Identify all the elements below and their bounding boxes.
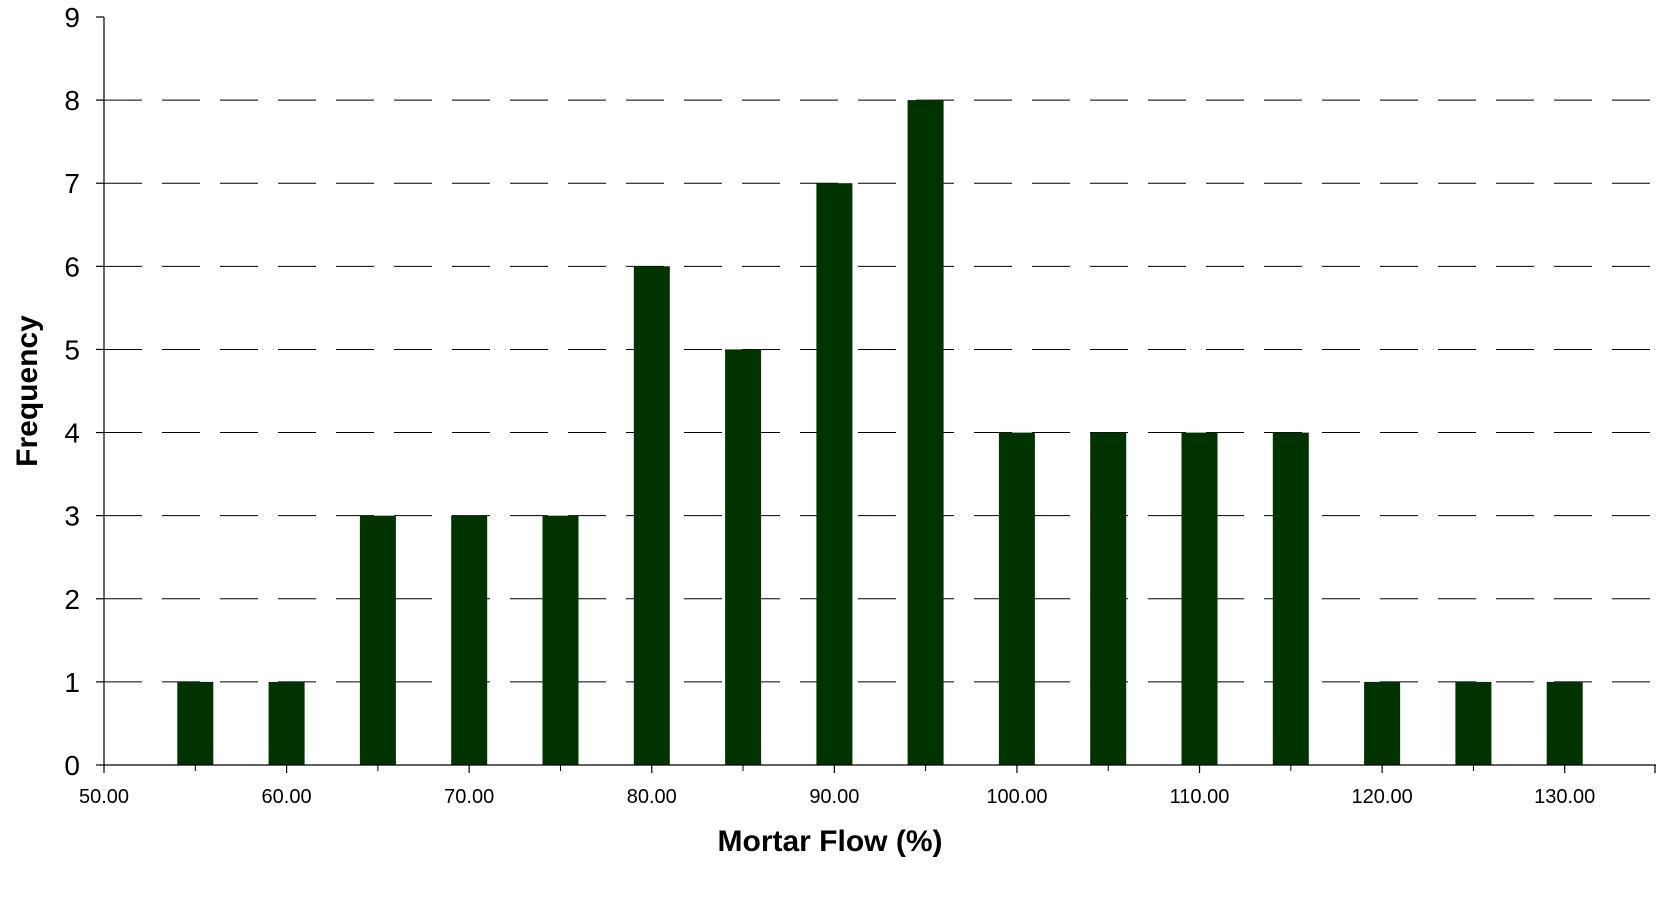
bar (998, 432, 1035, 765)
bar (1455, 681, 1492, 765)
x-tick-label: 50.00 (79, 786, 129, 808)
y-tick-label: 1 (64, 667, 80, 698)
y-tick-label: 4 (64, 418, 80, 449)
bar (1272, 432, 1309, 765)
bar (1181, 432, 1218, 765)
y-tick-label: 6 (64, 251, 80, 282)
x-tick-label: 110.00 (1170, 786, 1230, 808)
x-tick-label: 100.00 (986, 786, 1047, 808)
bar (177, 681, 214, 765)
x-tick-label: 70.00 (444, 786, 494, 808)
y-tick-label: 2 (64, 584, 80, 615)
x-tick-label: 80.00 (627, 786, 677, 808)
y-tick-label: 3 (64, 501, 80, 532)
x-tick-label: 60.00 (262, 786, 312, 808)
y-axis-title: Frequency (11, 315, 44, 467)
bar (359, 515, 396, 765)
bar (633, 266, 670, 765)
x-tick-label: 120.00 (1352, 786, 1413, 808)
gridlines (104, 99, 1656, 683)
bar (451, 515, 488, 765)
bar (1546, 681, 1583, 765)
axes (96, 16, 1656, 773)
y-tick-label: 5 (64, 334, 80, 365)
bar (542, 515, 579, 765)
bar (1364, 681, 1401, 765)
bar (725, 349, 762, 765)
y-tick-label: 8 (64, 85, 80, 116)
bar (1090, 432, 1127, 765)
bars (177, 100, 1583, 766)
tick-labels: 0 1 2 3 4 5 6 7 8 9 50.00 60.00 70.00 80.00 90.00 100.0… (64, 2, 1595, 808)
bar (268, 681, 305, 765)
bar (907, 100, 944, 766)
x-tick-label: 130.00 (1534, 786, 1595, 808)
y-tick-label: 9 (64, 2, 80, 33)
y-tick-label: 7 (64, 168, 80, 199)
bar (816, 183, 853, 765)
y-tick-label: 0 (64, 750, 80, 781)
x-tick-label: 90.00 (809, 786, 859, 808)
x-axis-title: Mortar Flow (%) (718, 825, 943, 858)
